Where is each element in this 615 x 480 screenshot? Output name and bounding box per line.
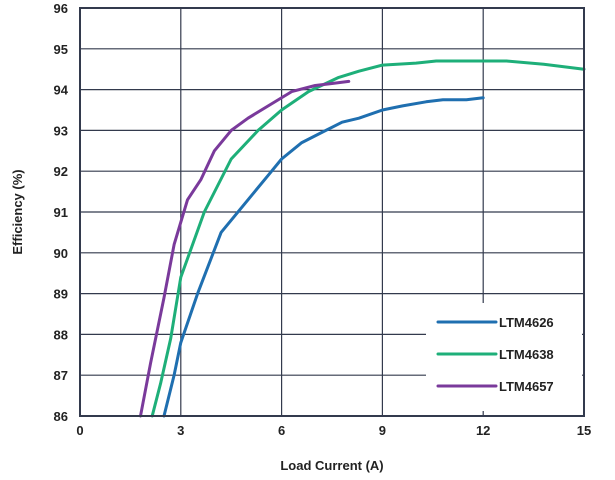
legend-label-ltm4657: LTM4657 xyxy=(499,379,554,394)
legend-label-ltm4638: LTM4638 xyxy=(499,347,554,362)
y-tick-label-10: 96 xyxy=(54,1,68,16)
series-line-ltm4657 xyxy=(139,79,351,418)
y-tick-label-4: 90 xyxy=(54,246,68,261)
y-tick-label-8: 94 xyxy=(54,83,69,98)
y-tick-label-7: 93 xyxy=(54,123,68,138)
x-tick-label-1: 3 xyxy=(177,423,184,438)
series-lines xyxy=(139,59,586,418)
legend-label-ltm4626: LTM4626 xyxy=(499,315,554,330)
plot-frame xyxy=(79,7,585,417)
x-tick-label-2: 6 xyxy=(278,423,285,438)
y-tick-label-0: 86 xyxy=(54,409,68,424)
x-tick-label-3: 9 xyxy=(379,423,386,438)
x-tick-label-4: 12 xyxy=(476,423,490,438)
y-tick-label-6: 92 xyxy=(54,164,68,179)
y-tick-label-9: 95 xyxy=(54,42,68,57)
y-tick-label-5: 91 xyxy=(54,205,68,220)
x-axis-title: Load Current (A) xyxy=(280,458,383,473)
y-tick-labels: 86 87 88 89 90 91 92 93 94 95 96 xyxy=(54,1,69,424)
y-tick-label-1: 87 xyxy=(54,368,68,383)
y-axis-title: Efficiency (%) xyxy=(10,169,25,254)
legend: LTM4626 LTM4638 LTM4657 xyxy=(426,303,582,411)
x-tick-label-5: 15 xyxy=(577,423,591,438)
y-tick-label-2: 88 xyxy=(54,327,68,342)
y-tick-label-3: 89 xyxy=(54,287,68,302)
x-tick-labels: 0 3 6 9 12 15 xyxy=(76,423,591,438)
series-line-ltm4626 xyxy=(162,96,485,418)
x-tick-label-0: 0 xyxy=(76,423,83,438)
